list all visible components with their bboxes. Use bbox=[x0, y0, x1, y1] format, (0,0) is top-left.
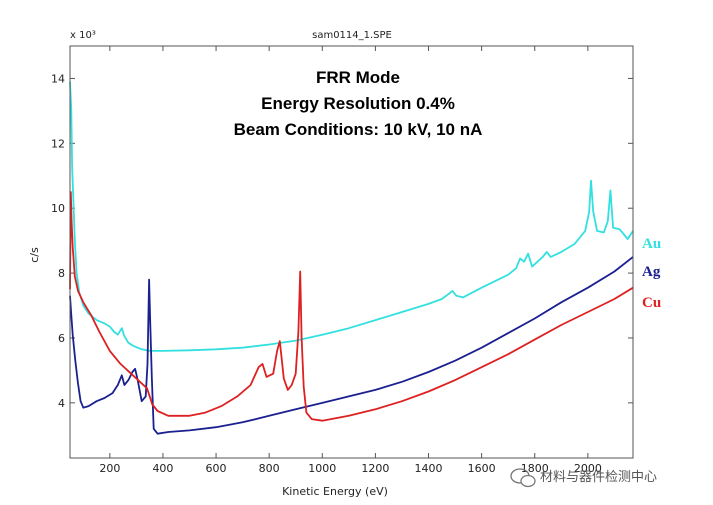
x-tick-label: 600 bbox=[206, 462, 227, 475]
wechat-icon bbox=[510, 468, 536, 488]
y-tick-label: 12 bbox=[51, 137, 65, 150]
chart-title: sam0114_1.SPE bbox=[312, 30, 392, 41]
series-layer bbox=[69, 81, 634, 435]
legend-au: Au bbox=[642, 236, 661, 252]
series-line-cu bbox=[69, 191, 634, 422]
annotation-resolution: Energy Resolution 0.4% bbox=[261, 94, 455, 113]
y-axis-label: c/s bbox=[28, 247, 41, 263]
tick-labels: 200 400 600 800 1000 1200 1400 1600 1800 20004681… bbox=[51, 72, 602, 475]
x-tick-label: 1200 bbox=[361, 462, 389, 475]
x-axis-label: Kinetic Energy (eV) bbox=[282, 485, 388, 498]
plot-frame bbox=[69, 45, 634, 459]
y-axis-multiplier: x 10³ bbox=[70, 30, 96, 41]
x-tick-label: 800 bbox=[259, 462, 280, 475]
x-tick-label: 400 bbox=[152, 462, 173, 475]
y-tick-label: 14 bbox=[51, 72, 65, 85]
y-tick-label: 4 bbox=[58, 397, 65, 410]
x-tick-label: 200 bbox=[99, 462, 120, 475]
tick-marks bbox=[70, 46, 633, 458]
y-tick-label: 10 bbox=[51, 202, 65, 215]
series-line-au bbox=[69, 81, 634, 352]
watermark-text: 材料与器件检测中心 bbox=[540, 470, 657, 485]
x-tick-label: 1400 bbox=[415, 462, 443, 475]
watermark: 材料与器件检测中心 bbox=[510, 468, 657, 488]
x-tick-label: 1600 bbox=[468, 462, 496, 475]
annotation-beam: Beam Conditions: 10 kV, 10 nA bbox=[234, 120, 483, 139]
x-tick-label: 2000 bbox=[574, 462, 602, 475]
series-line-ag bbox=[69, 256, 634, 435]
legend-ag: Ag bbox=[642, 264, 661, 280]
x-tick-label: 1000 bbox=[308, 462, 336, 475]
legend-cu: Cu bbox=[642, 295, 661, 311]
y-tick-label: 8 bbox=[58, 267, 65, 280]
annotation-mode: FRR Mode bbox=[316, 68, 400, 87]
y-tick-label: 6 bbox=[58, 332, 65, 345]
